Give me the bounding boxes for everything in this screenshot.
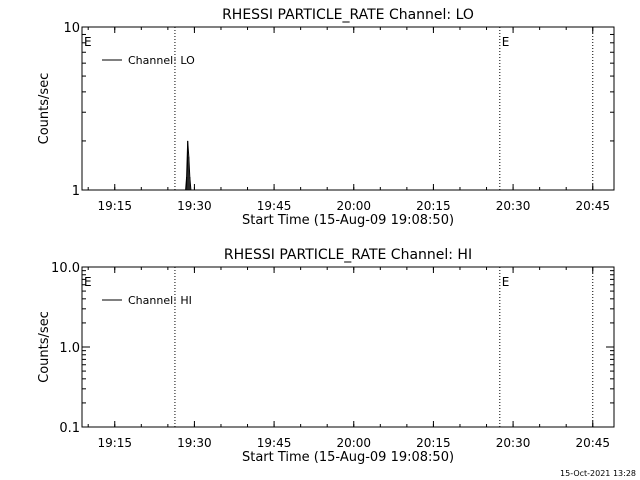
chart1-x-tick-label: 19:45 [257,199,292,213]
chart1-x-tick-label: 20:15 [416,199,451,213]
chart1-x-tick-label: 20:00 [336,199,371,213]
footer-timestamp: 15-Oct-2021 13:28 [560,469,636,478]
chart2-event-annotation: E [84,275,92,289]
chart2-y-axis-label: Counts/sec [37,311,52,383]
chart1-y-axis-label: Counts/sec [37,73,52,145]
chart2-x-tick-label: 20:30 [496,436,531,450]
chart2-event-annotation: E [502,275,510,289]
chart1-x-axis-label: Start Time (15-Aug-09 19:08:50) [242,213,454,228]
chart2-legend-label: Channel: HI [128,294,192,307]
chart2-y-tick-label: 1.0 [59,341,80,356]
chart1-x-tick-label: 19:15 [97,199,132,213]
chart1-x-tick-label: 20:30 [496,199,531,213]
chart1-legend-label: Channel: LO [128,54,195,67]
chart1-event-annotation: E [84,35,92,49]
chart1-x-tick-label: 20:45 [575,199,610,213]
chart2-plot-frame [81,266,615,428]
chart2-title: RHESSI PARTICLE_RATE Channel: HI [224,247,472,263]
chart2-y-tick-label: 0.1 [59,421,80,436]
chart1-y-tick-label: 1 [72,184,80,199]
chart2-x-tick-label: 19:30 [177,436,212,450]
chart2-x-tick-label: 20:15 [416,436,451,450]
chart1-y-tick-label: 10 [63,21,80,36]
chart2-x-tick-label: 19:45 [257,436,292,450]
chart2-x-axis-label: Start Time (15-Aug-09 19:08:50) [242,450,454,465]
chart2-x-tick-label: 20:00 [336,436,371,450]
chart1-x-tick-label: 19:30 [177,199,212,213]
chart1-plot-frame [81,26,615,191]
chart1-event-annotation: E [502,35,510,49]
chart2-x-tick-label: 20:45 [575,436,610,450]
chart2-y-tick-label: 10.0 [51,261,80,276]
chart1-title: RHESSI PARTICLE_RATE Channel: LO [222,7,474,23]
chart2-x-tick-label: 19:15 [97,436,132,450]
